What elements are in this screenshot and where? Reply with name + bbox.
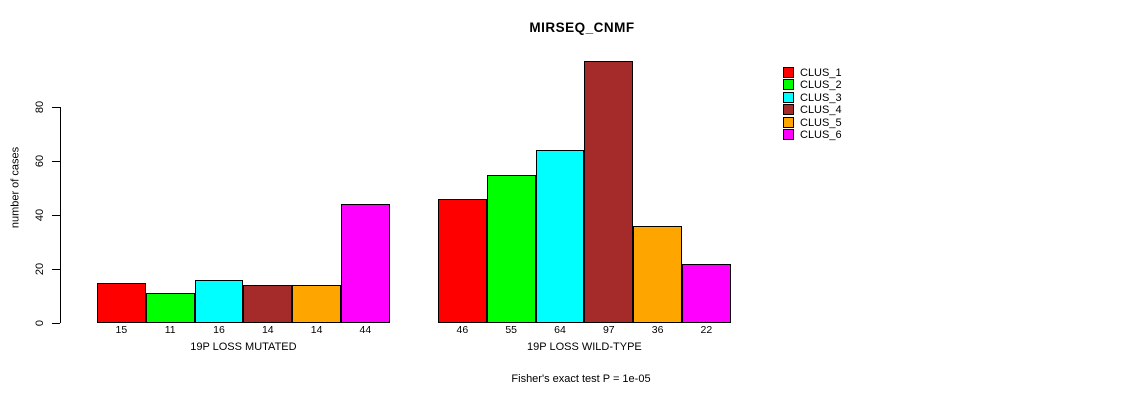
bar-value-label: 11: [164, 324, 176, 336]
bar-clus_2: [145, 293, 195, 323]
legend-label: CLUS_6: [800, 129, 842, 141]
bar-clus_3: [194, 279, 244, 323]
y-tick-label: 40: [34, 208, 46, 222]
y-tick-mark: [52, 268, 60, 270]
bar-value-label: 36: [651, 324, 664, 336]
bar-clus_4: [584, 61, 634, 323]
legend-swatch-clus_2: [783, 79, 794, 91]
bar-clus_5: [292, 285, 341, 323]
y-tick-label: 20: [34, 262, 46, 276]
bar-value-label: 46: [456, 324, 469, 336]
y-tick-label: 0: [34, 319, 46, 327]
legend-swatch-clus_3: [783, 91, 794, 103]
bar-clus_1: [438, 198, 487, 323]
bar-clus_6: [341, 204, 390, 323]
chart-title: MIRSEQ_CNMF: [529, 20, 635, 35]
legend-swatch-clus_1: [783, 67, 794, 78]
legend-swatch-clus_6: [783, 129, 794, 140]
bar-clus_2: [486, 174, 536, 323]
legend-label: CLUS_2: [800, 79, 842, 92]
bar-clus_6: [682, 263, 731, 323]
legend-label: CLUS_5: [800, 116, 842, 129]
bar-value-label: 22: [700, 324, 713, 336]
y-axis-title: number of cases: [9, 146, 22, 229]
bar-clus_5: [633, 225, 682, 323]
x-group-label: 19P LOSS WILD-TYPE: [527, 341, 642, 353]
bar-value-label: 16: [213, 324, 225, 336]
y-tick-mark: [52, 106, 60, 108]
y-tick-mark: [52, 322, 60, 324]
bar-clus_4: [243, 285, 293, 323]
bar-value-label: 64: [554, 324, 566, 336]
x-group-label: 19P LOSS MUTATED: [190, 341, 297, 353]
y-axis-line: [60, 107, 61, 323]
bar-value-label: 14: [310, 324, 323, 336]
bar-value-label: 15: [115, 324, 128, 336]
bar-clus_1: [97, 282, 146, 323]
legend-swatch-clus_4: [783, 104, 794, 116]
bar-value-label: 44: [359, 324, 372, 336]
y-tick-label: 60: [34, 154, 46, 168]
bar-clus_3: [535, 150, 585, 323]
legend-label: CLUS_4: [800, 104, 842, 117]
legend-label: CLUS_3: [800, 91, 842, 104]
bar-value-label: 14: [261, 324, 274, 336]
y-tick-label: 80: [34, 100, 46, 114]
bar-value-label: 55: [505, 324, 518, 336]
legend-label: CLUS_1: [800, 67, 842, 79]
bar-value-label: 97: [602, 324, 615, 336]
legend-swatch-clus_5: [783, 116, 794, 128]
y-tick-mark: [52, 214, 60, 216]
fisher-test-annotation: Fisher's exact test P = 1e-05: [511, 373, 651, 385]
y-tick-mark: [52, 160, 60, 162]
